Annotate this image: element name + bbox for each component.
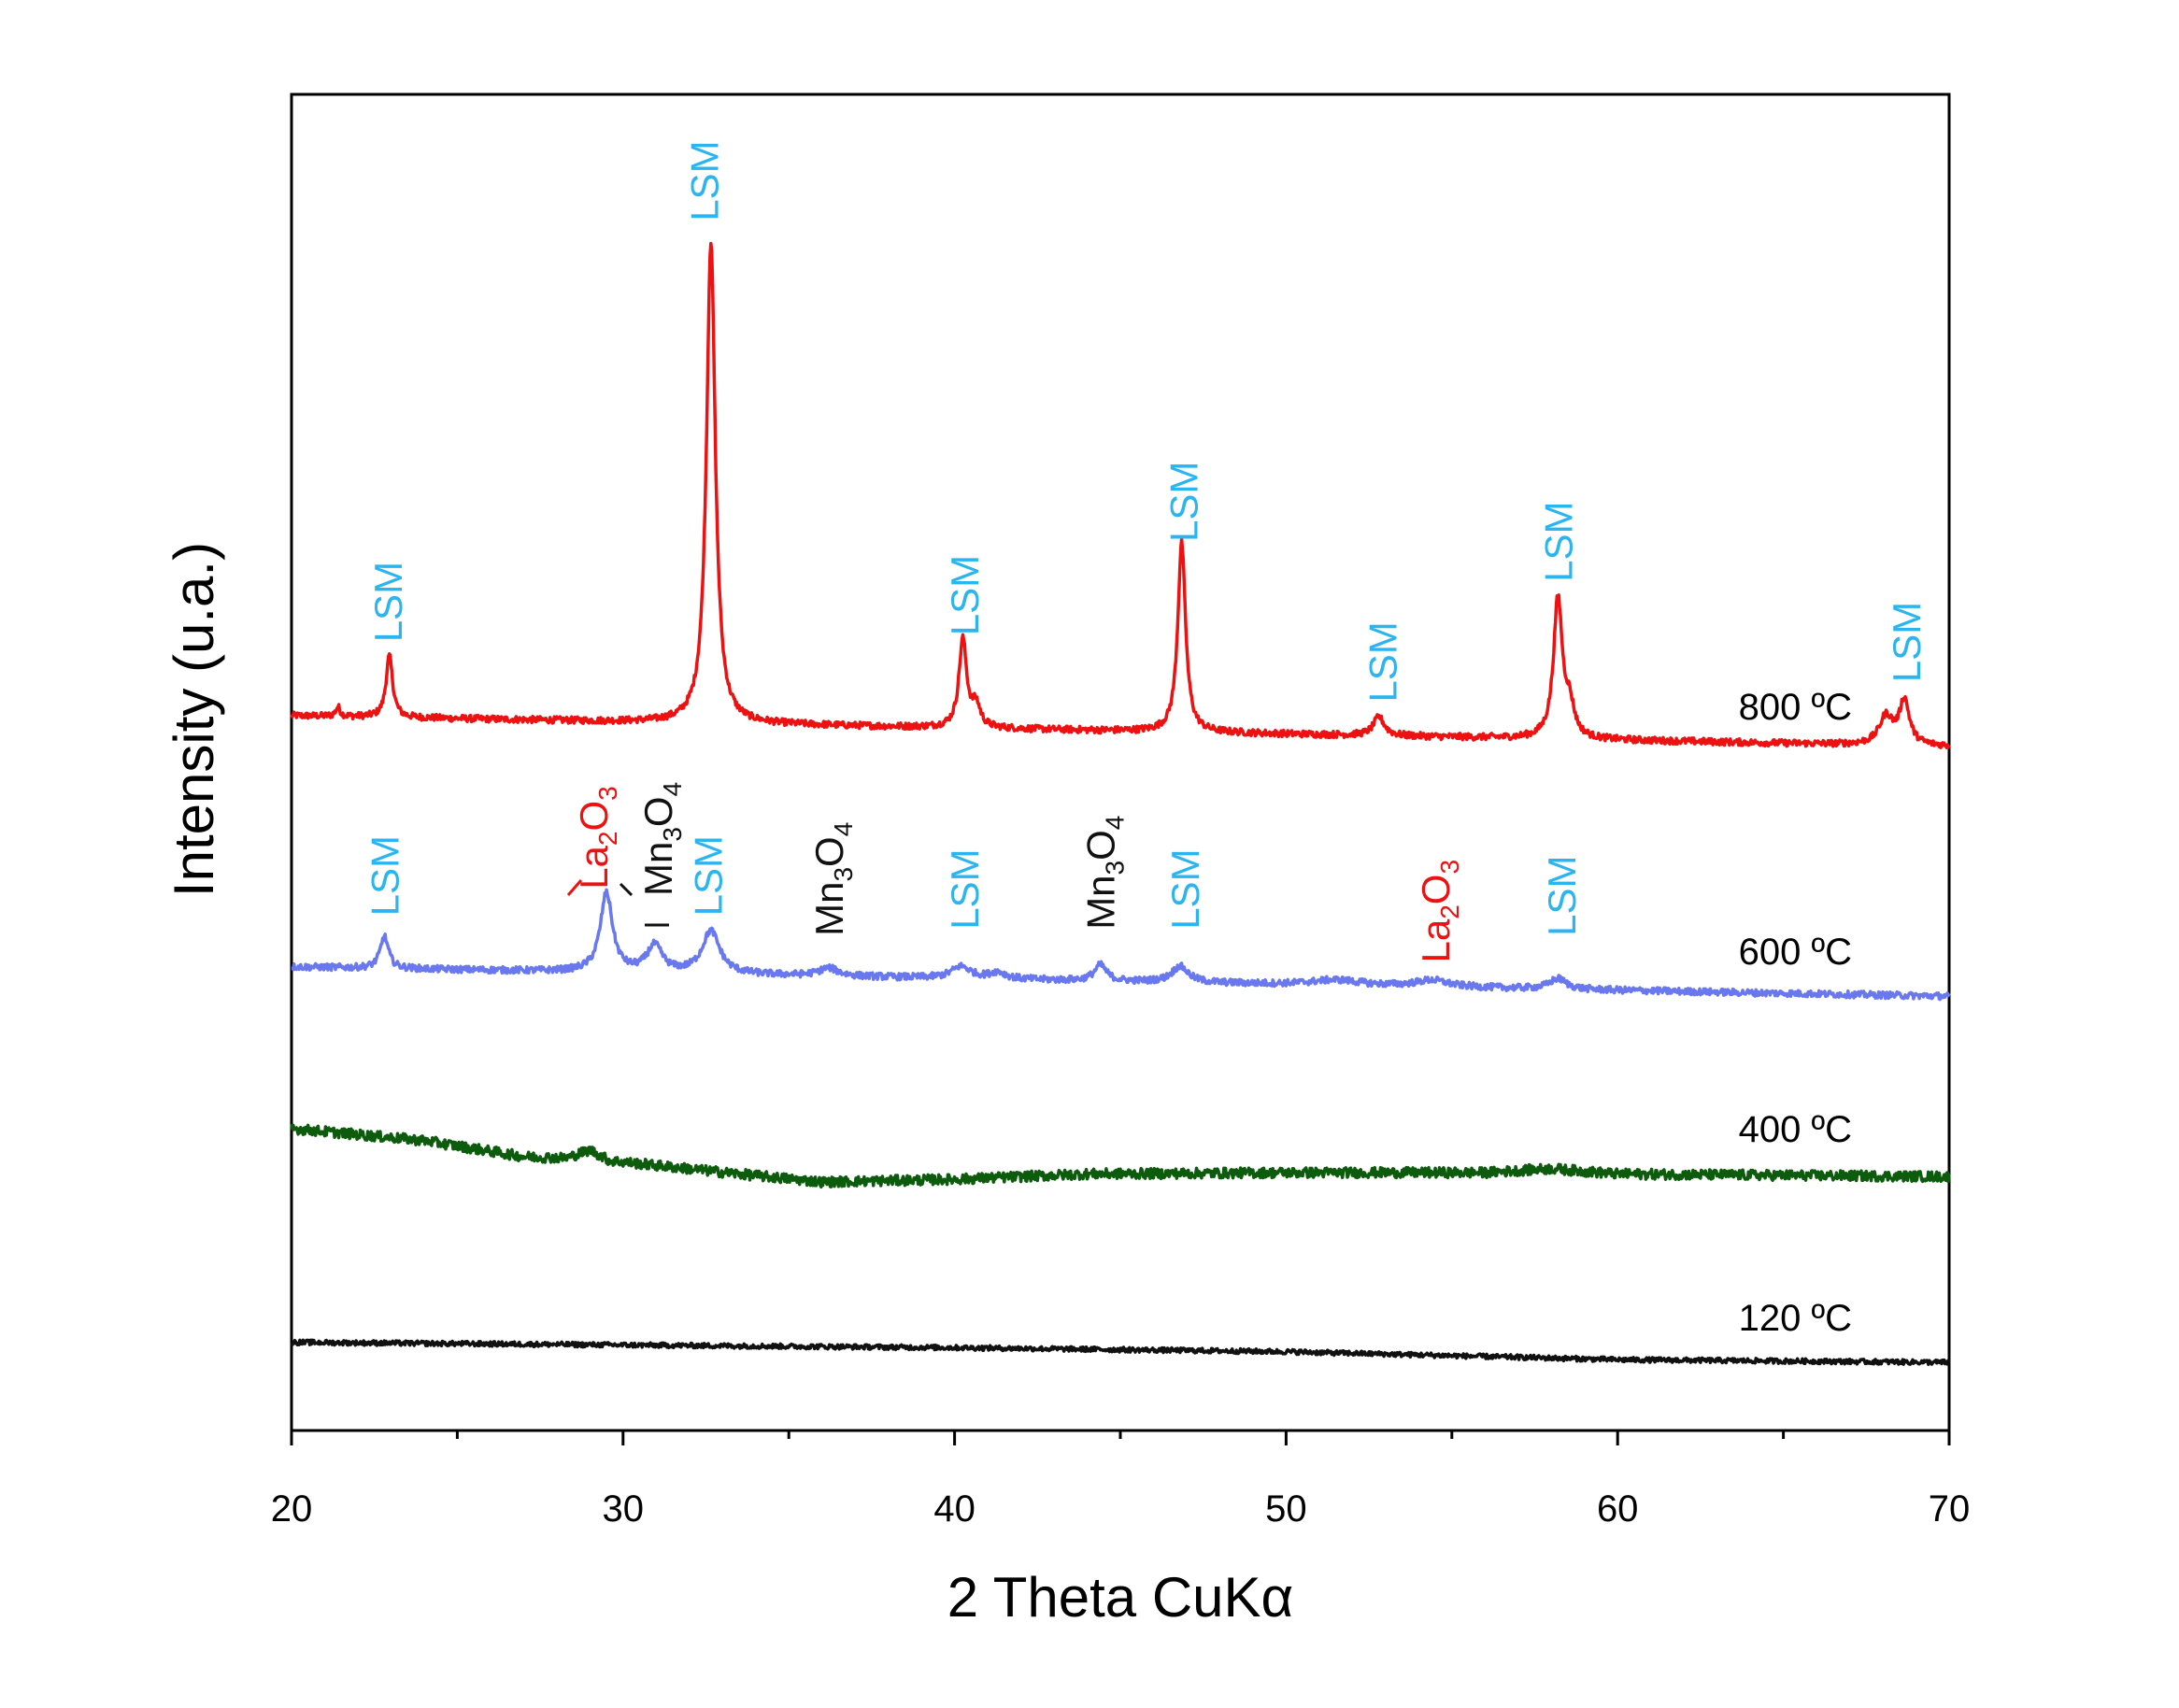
peak-annotation: LSM <box>686 835 730 916</box>
peak-annotation: LSM <box>1540 856 1584 936</box>
peak-annotation: LSM <box>1360 621 1404 702</box>
peak-annotation: LSM <box>943 555 987 635</box>
series-line <box>290 1123 1951 1189</box>
x-tick-label: 60 <box>1597 1488 1639 1530</box>
peak-annotation: LSM <box>683 140 727 221</box>
series-label: 400 ºC <box>1739 1109 1852 1150</box>
peak-annotation: LSM <box>1163 848 1207 929</box>
x-tick-label: 20 <box>271 1488 313 1530</box>
x-tick-label: 40 <box>933 1488 976 1530</box>
series-label: 120 ºC <box>1739 1298 1852 1339</box>
x-tick-label: 50 <box>1265 1488 1307 1530</box>
series-label: 600 ºC <box>1739 932 1852 973</box>
peak-annotation: LSM <box>943 848 987 929</box>
peak-annotation: LSM <box>1161 462 1205 542</box>
peak-annotation: LSM <box>1536 502 1580 582</box>
y-axis-label: Intensity (u.a.) <box>163 542 225 897</box>
series-line <box>290 1338 1951 1366</box>
series-line <box>290 241 1951 749</box>
plot-frame <box>290 93 1951 1432</box>
x-axis-label: 2 Theta CuKα <box>947 1566 1293 1629</box>
peak-annotation: La2O3 <box>572 786 622 890</box>
peak-annotation: LSM <box>366 562 410 642</box>
series-line <box>291 888 1951 1002</box>
peak-annotation: Mn3O4 <box>807 822 858 936</box>
peak-annotation: La2O3 <box>1414 860 1464 963</box>
series-labels-group: 800 ºC 600 ºC 400 ºC 120 ºC <box>1739 687 1852 1339</box>
x-tick-label: 70 <box>1929 1488 1971 1530</box>
x-tick-label: 30 <box>603 1488 645 1530</box>
peak-annotation: LSM <box>1885 602 1929 682</box>
series-group <box>290 241 1951 1366</box>
peak-annotation: LSM <box>363 835 406 916</box>
series-label: 800 ºC <box>1739 687 1852 728</box>
x-axis-ticks: 20 30 40 50 60 70 <box>271 1430 1971 1530</box>
peak-annotation: Mn3O4 <box>1079 816 1130 930</box>
annotation-leader <box>566 879 583 896</box>
annotation-leader <box>619 882 634 897</box>
peak-annotation: Mn3O4 <box>636 782 687 896</box>
